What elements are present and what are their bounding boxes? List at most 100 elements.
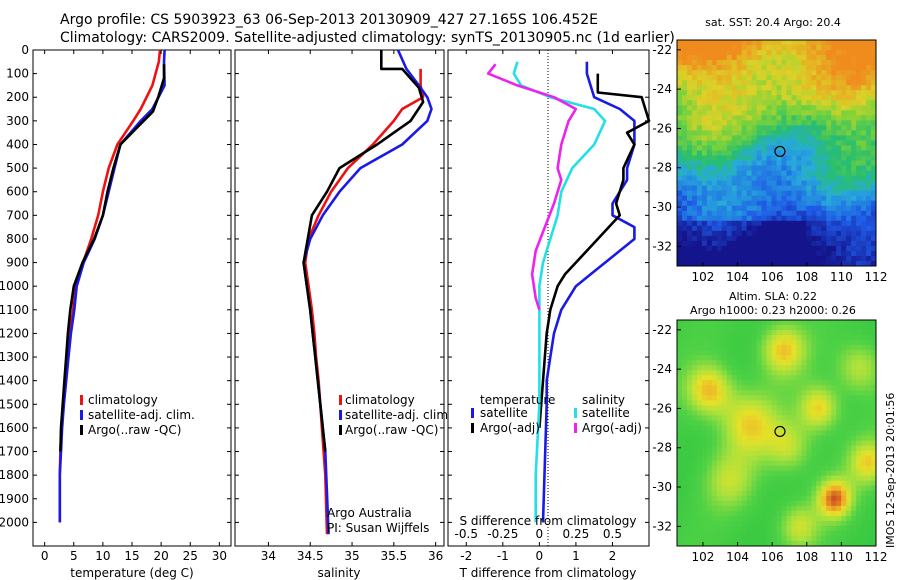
map-cell — [866, 95, 872, 101]
map-cell — [751, 210, 758, 217]
map-cell — [696, 80, 703, 86]
map-cell — [841, 215, 847, 222]
map-cell — [696, 185, 703, 192]
map-cell — [871, 90, 876, 96]
map-cell — [836, 140, 842, 147]
map-cell — [736, 215, 743, 222]
map-cell — [691, 455, 698, 462]
map-cell — [841, 415, 847, 422]
map-cell — [851, 335, 857, 341]
map-cell — [851, 540, 857, 546]
map-cell — [741, 260, 748, 266]
map-cell — [721, 540, 728, 546]
map-cell — [766, 340, 773, 346]
map-cell — [677, 190, 683, 197]
map-cell — [726, 525, 733, 532]
map-cell — [811, 420, 817, 427]
map-cell — [716, 470, 723, 477]
map-cell — [826, 220, 832, 227]
map-cell — [706, 95, 713, 101]
map-cell — [746, 420, 753, 427]
map-cell — [746, 335, 753, 341]
map-cell — [691, 350, 698, 356]
map-cell — [716, 75, 723, 81]
map-cell — [756, 95, 763, 101]
map-cell — [696, 225, 703, 232]
map-cell — [736, 535, 743, 542]
map-cell — [731, 210, 738, 217]
map-cell — [761, 55, 768, 61]
map-cell — [806, 400, 812, 406]
map-cell — [716, 90, 723, 96]
map-cell — [831, 170, 837, 177]
map-cell — [771, 415, 778, 422]
map-cell — [841, 450, 847, 457]
map-cell — [677, 530, 683, 537]
map-cell — [821, 540, 827, 546]
map-cell — [686, 180, 693, 187]
map-cell — [681, 525, 688, 532]
map-cell — [726, 225, 733, 232]
map-cell — [821, 195, 827, 202]
map-cell — [871, 420, 876, 427]
map-cell — [856, 185, 862, 192]
map-cell — [751, 515, 758, 522]
map-cell — [686, 65, 693, 71]
map-cell — [731, 495, 738, 502]
map-cell — [861, 475, 867, 482]
map-cell — [716, 100, 723, 106]
map-cell — [871, 115, 876, 121]
map-cell — [691, 510, 698, 517]
map-cell — [786, 485, 793, 492]
map-cell — [751, 240, 758, 247]
map-cell — [836, 155, 842, 162]
map-cell — [806, 195, 812, 202]
map-cell — [711, 100, 718, 106]
map-cell — [786, 195, 793, 202]
map-cell — [761, 45, 768, 51]
map-cell — [846, 220, 852, 227]
map-cell — [806, 220, 812, 227]
map-cell — [781, 215, 788, 222]
map-cell — [861, 175, 867, 182]
map-cell — [841, 345, 847, 351]
map-cell — [811, 450, 817, 457]
map-cell — [756, 535, 763, 542]
map-cell — [696, 320, 703, 326]
map-cell — [741, 160, 748, 167]
map-cell — [811, 215, 817, 222]
map-cell — [761, 460, 768, 467]
map-cell — [761, 445, 768, 452]
map-cell — [681, 245, 688, 252]
map-cell — [736, 185, 743, 192]
map-cell — [871, 375, 876, 381]
map-cell — [681, 70, 688, 76]
map-cell — [781, 410, 788, 417]
map-cell — [841, 55, 847, 61]
map-cell — [681, 430, 688, 437]
map-cell — [706, 510, 713, 517]
map-cell — [871, 190, 876, 197]
map-cell — [796, 195, 802, 202]
map-cell — [836, 75, 842, 81]
map-cell — [781, 140, 788, 147]
map-cell — [736, 515, 743, 522]
map-cell — [816, 105, 822, 111]
map-cell — [816, 230, 822, 237]
map-cell — [776, 435, 783, 442]
map-cell — [836, 95, 842, 101]
map-cell — [776, 50, 783, 56]
map-cell — [871, 220, 876, 227]
map-cell — [771, 85, 778, 91]
map-cell — [731, 225, 738, 232]
map-cell — [741, 340, 748, 346]
map-cell — [801, 450, 807, 457]
map-cell — [736, 405, 743, 411]
map-cell — [861, 185, 867, 192]
map-cell — [861, 510, 867, 517]
map-cell — [756, 445, 763, 452]
map-cell — [821, 420, 827, 427]
map-cell — [696, 445, 703, 452]
y-tick-label: 1100 — [0, 303, 29, 317]
map-cell — [811, 170, 817, 177]
